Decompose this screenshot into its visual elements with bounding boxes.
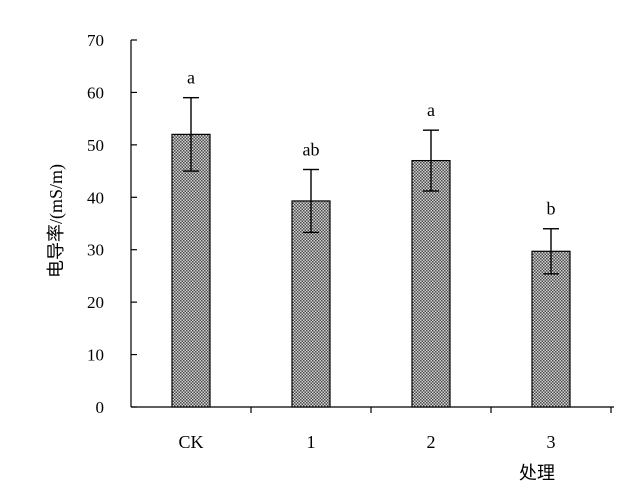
error-bar: [543, 228, 559, 275]
significance-label: a: [427, 100, 435, 120]
significance-label: b: [547, 199, 556, 219]
y-tick-label: 70: [87, 31, 104, 50]
y-axis-title: 电导率/(mS/m): [46, 164, 67, 278]
bar: [291, 200, 331, 408]
y-axis: 0 10 20 30 40 50 60 70: [87, 31, 137, 417]
y-tick-label: 30: [87, 241, 104, 260]
bar: [411, 159, 451, 408]
y-tick-label: 10: [87, 346, 104, 365]
error-bar: [303, 168, 319, 234]
error-bar: [183, 96, 199, 172]
bars: [171, 133, 571, 408]
error-bar: [423, 129, 439, 192]
x-tick-label: 1: [307, 432, 316, 452]
y-tick-label: 20: [87, 293, 104, 312]
y-tick-label: 60: [87, 83, 104, 102]
x-axis-title: 处理: [519, 463, 555, 483]
error-bars: [183, 96, 559, 275]
bar: [171, 133, 211, 408]
y-tick-label: 50: [87, 136, 104, 155]
x-axis: CK 1 2 3: [131, 406, 614, 452]
x-tick-label: CK: [178, 432, 203, 452]
y-tick-label: 0: [96, 398, 105, 417]
x-tick-label: 3: [547, 432, 556, 452]
y-tick-label: 40: [87, 188, 104, 207]
significance-label: ab: [303, 139, 320, 159]
x-tick-label: 2: [427, 432, 436, 452]
bar: [531, 250, 571, 408]
significance-label: a: [187, 68, 195, 88]
